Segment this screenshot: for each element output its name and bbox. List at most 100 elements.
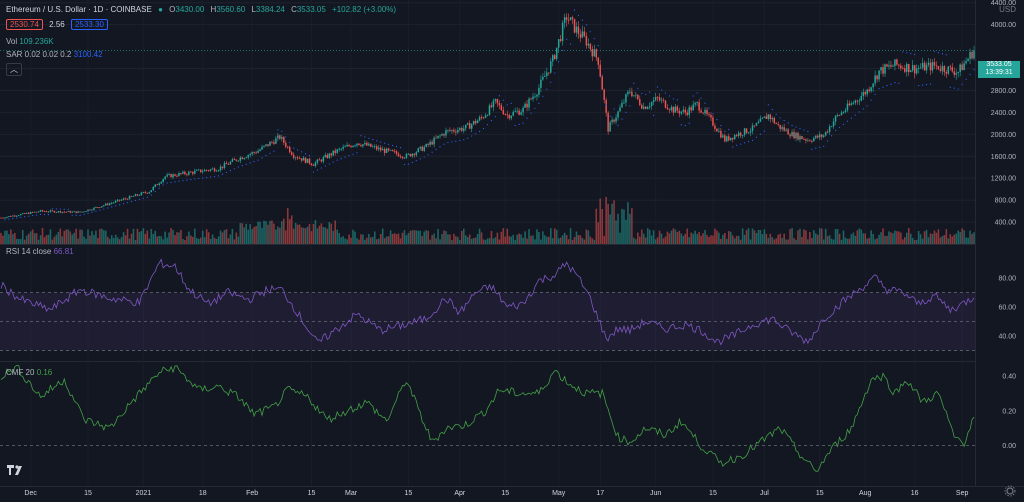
volume-bar [900, 232, 902, 244]
sar-dot [427, 154, 429, 156]
volume-bar [902, 239, 904, 244]
candle-body [664, 100, 667, 108]
sar-dot [269, 152, 271, 154]
volume-bar [856, 230, 859, 244]
candle-body [820, 134, 823, 137]
volume-bar [676, 232, 679, 244]
volume-bar [401, 232, 404, 244]
candle-body [205, 169, 208, 171]
candle-body [894, 59, 896, 67]
volume-bar [894, 230, 896, 244]
sar-dot [395, 145, 398, 148]
volume-bar [379, 233, 382, 244]
volume-bar [949, 234, 952, 244]
candle-body [79, 211, 81, 213]
sar-dot [71, 214, 73, 216]
volume-bar [751, 228, 754, 244]
volume-bar [538, 231, 540, 244]
candle-body [615, 117, 617, 122]
sar-dot [704, 102, 706, 104]
volume-bar [777, 234, 780, 244]
candle-body [846, 103, 849, 111]
candle-body [18, 215, 20, 217]
collapse-legend-button[interactable]: ︿ [6, 63, 22, 76]
sar-dot [486, 123, 489, 126]
sar-dot [779, 117, 781, 119]
sar-dot [767, 104, 769, 106]
volume-bar [480, 232, 483, 244]
candle-body [767, 114, 770, 119]
candle-body [937, 66, 940, 70]
volume-bar [850, 234, 853, 244]
volume-bar [635, 239, 637, 244]
volume-bar [862, 233, 865, 244]
volume-bar [332, 230, 335, 244]
candle-body [731, 137, 734, 140]
candle-body [253, 152, 255, 153]
volume-bar [688, 237, 691, 244]
cmf-legend[interactable]: CMF 20 0.16 [6, 368, 52, 377]
volume-bar [336, 229, 338, 244]
volume-bar [447, 234, 449, 244]
currency-label[interactable]: USD [999, 5, 1016, 14]
volume-bar [427, 230, 429, 244]
volume-bar [393, 233, 396, 244]
candle-body [526, 103, 528, 108]
volume-bar [160, 236, 162, 244]
sar-legend[interactable]: SAR 0.02 0.02 0.2 3100.42 [6, 50, 103, 59]
volume-bar [283, 218, 285, 244]
vol-legend[interactable]: Vol 109.236K [6, 37, 54, 46]
settings-gear-icon[interactable] [1004, 485, 1016, 497]
candle-body [573, 18, 576, 33]
candle-body [160, 182, 162, 184]
candle-body [251, 152, 253, 155]
rsi-legend[interactable]: RSI 14 close 66.81 [6, 247, 74, 256]
tradingview-logo-icon[interactable] [6, 464, 24, 476]
volume-bar [288, 219, 291, 244]
sar-dot [866, 105, 868, 107]
candle-body [927, 62, 930, 65]
candle-body [362, 144, 364, 147]
volume-bar [405, 235, 408, 244]
candle-body [435, 137, 437, 139]
sar-dot [16, 217, 18, 219]
ask-button[interactable]: 2533.30 [70, 19, 108, 30]
sar-dot [589, 31, 591, 33]
volume-bar [195, 238, 198, 244]
volume-bar [561, 235, 564, 244]
volume-bar [874, 239, 876, 244]
volume-bar [85, 238, 87, 244]
volume-bar [158, 235, 160, 244]
volume-bar [170, 228, 172, 244]
volume-bar [213, 237, 216, 244]
volume-bar [362, 234, 364, 244]
bid-button[interactable]: 2530.74 [6, 19, 43, 30]
volume-bar [75, 228, 77, 244]
sar-dot [921, 84, 924, 86]
o-value: 3430.00 [175, 5, 205, 14]
candle-body [425, 143, 427, 147]
sar-dot [708, 107, 710, 109]
volume-bar [955, 233, 958, 244]
rsi-tick-label: 60.00 [998, 305, 1016, 312]
volume-bar [818, 228, 821, 244]
rsi-value: 66.81 [53, 247, 74, 256]
candle-body [249, 154, 251, 156]
volume-bar [801, 236, 803, 244]
volume-bar [563, 232, 566, 244]
volume-bar [116, 237, 119, 244]
sar-dot [297, 149, 299, 151]
sar-dot [925, 84, 928, 86]
candle-body [20, 214, 22, 216]
volume-bar [304, 228, 307, 244]
symbol-title[interactable]: Ethereum / U.S. Dollar · 1D · COINBASE [6, 5, 152, 14]
candle-body [718, 130, 720, 132]
sar-dot [498, 95, 500, 97]
volume-bar [142, 228, 145, 244]
sar-dot [530, 112, 532, 114]
candle-body [795, 132, 797, 139]
volume-bar [646, 228, 649, 244]
candle-body [89, 209, 91, 211]
volume-bar [939, 237, 942, 244]
